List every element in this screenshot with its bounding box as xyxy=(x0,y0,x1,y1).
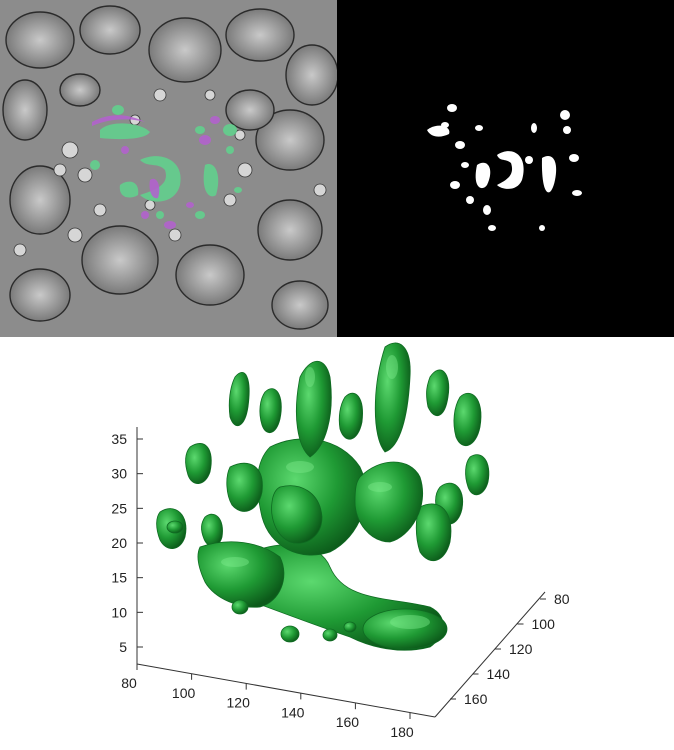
render-3d-panel: 5 10 15 20 25 30 35 80 100 120 140 160 180 80 100 120… xyxy=(0,337,674,750)
x-axis-ticks: 80 100 120 140 160 180 xyxy=(121,664,414,740)
x-tick-label: 100 xyxy=(172,685,196,701)
dendrite-surface xyxy=(156,342,490,651)
x-tick-label: 160 xyxy=(336,714,360,730)
y-tick-label: 140 xyxy=(487,666,511,682)
y-tick-label: 120 xyxy=(509,641,533,657)
segmentation-mask-image xyxy=(337,0,674,337)
y-tick-label: 80 xyxy=(554,591,570,607)
z-tick-label: 10 xyxy=(111,604,127,620)
x-axis-line xyxy=(136,663,436,718)
render-3d-chart: 5 10 15 20 25 30 35 80 100 120 140 160 180 80 100 120… xyxy=(111,342,570,740)
x-tick-label: 140 xyxy=(281,704,305,720)
y-tick-label: 160 xyxy=(464,691,488,707)
y-axis-ticks: 80 100 120 140 160 xyxy=(450,591,570,707)
y-tick-label: 100 xyxy=(532,616,556,632)
z-tick-label: 5 xyxy=(119,639,127,655)
segmentation-mask-panel xyxy=(337,0,674,337)
y-axis-line xyxy=(434,591,546,718)
x-tick-label: 180 xyxy=(390,724,414,740)
z-tick-label: 25 xyxy=(111,500,127,516)
em-micrograph-panel xyxy=(0,0,337,337)
z-axis-ticks: 5 10 15 20 25 30 35 xyxy=(111,431,143,655)
x-tick-label: 120 xyxy=(227,695,251,711)
em-micrograph-image xyxy=(0,0,337,337)
z-tick-label: 15 xyxy=(111,570,127,586)
z-tick-label: 30 xyxy=(111,466,127,482)
z-tick-label: 20 xyxy=(111,535,127,551)
z-tick-label: 35 xyxy=(111,431,127,447)
x-tick-label: 80 xyxy=(121,675,137,691)
